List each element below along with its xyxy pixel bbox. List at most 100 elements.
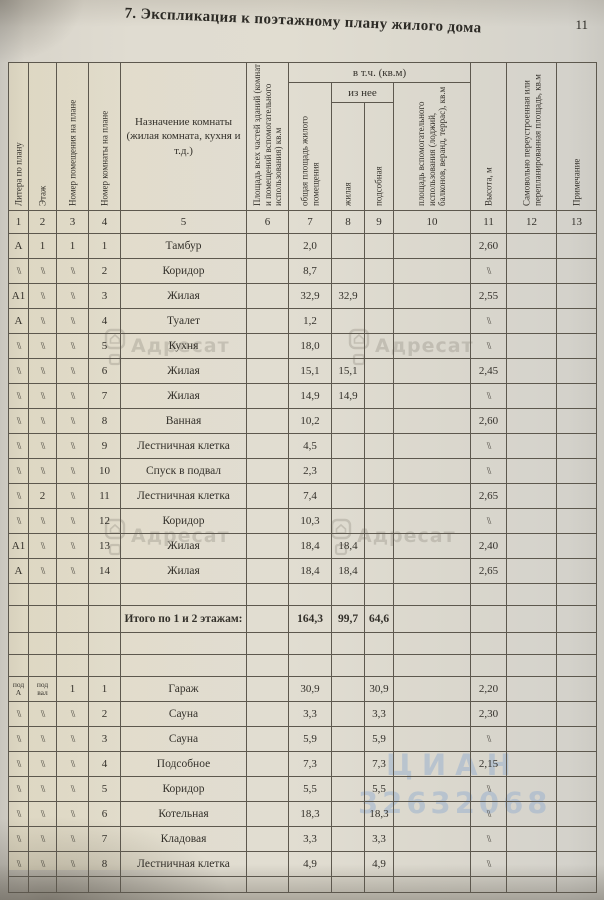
cell-col5: Жилая xyxy=(120,558,247,584)
cell-col7: 14,9 xyxy=(288,383,332,409)
table-row: \\ \\ \\ 8 Лестничная клетка 4,9 4,9 \\ xyxy=(8,851,598,877)
explication-table: Литера по плану Этаж Номер помещения на … xyxy=(8,62,598,893)
cell-col1: А1 xyxy=(8,283,29,309)
cell-col8 xyxy=(331,751,365,777)
cell-col10 xyxy=(392,726,472,752)
cell-col2: \\ xyxy=(28,533,57,559)
cell-col11: 2,45 xyxy=(470,358,508,384)
table-row: А1 \\ \\ 3 Жилая 32,9 32,9 2,55 xyxy=(8,283,598,309)
cell-col2: \\ xyxy=(28,333,57,359)
cell-col5: Лестничная клетка xyxy=(120,433,247,459)
cell-col12 xyxy=(506,751,558,777)
cell-col1: \\ xyxy=(8,508,29,534)
cell-col6 xyxy=(246,408,289,434)
column-number-cell: 2 xyxy=(28,210,57,234)
cell-col3: \\ xyxy=(56,408,89,434)
cell-col11: 2,60 xyxy=(470,408,508,434)
cell-col9 xyxy=(364,558,394,584)
cell-col2: \\ xyxy=(28,308,57,334)
cell-col13 xyxy=(556,308,598,334)
cell-col12 xyxy=(506,458,558,484)
cell-col3: 1 xyxy=(56,676,89,702)
cell-col9 xyxy=(364,458,394,484)
cell-col6 xyxy=(246,333,289,359)
cell-col3: \\ xyxy=(56,483,89,509)
cell-col13 xyxy=(556,358,598,384)
cell-col8: 18,4 xyxy=(331,533,365,559)
cell-col7: 4,9 xyxy=(288,851,332,877)
cell-col3: \\ xyxy=(56,258,89,284)
cell-col13 xyxy=(556,433,598,459)
cell-col3: \\ xyxy=(56,801,89,827)
cell-col9 xyxy=(364,533,394,559)
cell-col7: 7,3 xyxy=(288,751,332,777)
cell-col11: 2,55 xyxy=(470,283,508,309)
cell-col12 xyxy=(506,605,558,633)
cell-col9: 4,9 xyxy=(364,851,394,877)
cell-col10 xyxy=(392,654,472,677)
cell-col6 xyxy=(246,676,289,702)
cell-col2: \\ xyxy=(28,801,57,827)
column-number-cell: 10 xyxy=(392,210,472,234)
cell-col13 xyxy=(556,826,598,852)
cell-col5: Жилая xyxy=(120,358,247,384)
cell-col5: Коридор xyxy=(120,508,247,534)
cell-col4: 7 xyxy=(88,383,121,409)
cell-col2: \\ xyxy=(28,826,57,852)
cell-col3: \\ xyxy=(56,458,89,484)
cell-col10 xyxy=(392,558,472,584)
cell-col11: \\ xyxy=(470,258,508,284)
cell-col9: 18,3 xyxy=(364,801,394,827)
cell-col8: 14,9 xyxy=(331,383,365,409)
cell-col13 xyxy=(556,408,598,434)
cell-col7: 18,4 xyxy=(288,533,332,559)
cell-col8: 32,9 xyxy=(331,283,365,309)
cell-col4: 2 xyxy=(88,701,121,727)
cell-col9 xyxy=(364,308,394,334)
cell-col2: \\ xyxy=(28,751,57,777)
cell-col6 xyxy=(246,258,289,284)
cell-col5: Лестничная клетка xyxy=(120,483,247,509)
table-row: \\ \\ \\ 5 Коридор 5,5 5,5 \\ xyxy=(8,776,598,802)
cell-col9 xyxy=(364,632,394,655)
cell-col2 xyxy=(28,876,57,893)
cell-col12 xyxy=(506,383,558,409)
cell-col13 xyxy=(556,632,598,655)
cell-col8 xyxy=(331,876,365,893)
cell-col1 xyxy=(8,654,29,677)
cell-col6 xyxy=(246,508,289,534)
page-number: 11 xyxy=(575,17,588,32)
cell-col2: 1 xyxy=(28,233,57,259)
cell-col7: 5,9 xyxy=(288,726,332,752)
column-number-cell: 12 xyxy=(506,210,558,234)
cell-col12 xyxy=(506,558,558,584)
cell-col6 xyxy=(246,583,289,606)
cell-col10 xyxy=(392,826,472,852)
cell-col13 xyxy=(556,801,598,827)
cell-col6 xyxy=(246,632,289,655)
column-number-cell: 5 xyxy=(120,210,247,234)
cell-col9 xyxy=(364,433,394,459)
cell-col1: \\ xyxy=(8,726,29,752)
cell-col12 xyxy=(506,283,558,309)
cell-col7: 7,4 xyxy=(288,483,332,509)
cell-col3: \\ xyxy=(56,383,89,409)
cell-col1: А xyxy=(8,558,29,584)
cell-col10 xyxy=(392,676,472,702)
cell-col10 xyxy=(392,383,472,409)
cell-col8 xyxy=(331,801,365,827)
cell-col7: 8,7 xyxy=(288,258,332,284)
cell-col1: \\ xyxy=(8,851,29,877)
cell-col6 xyxy=(246,605,289,633)
cell-col8 xyxy=(331,258,365,284)
cell-col7: 164,3 xyxy=(288,605,332,633)
cell-col11: 2,65 xyxy=(470,483,508,509)
column-number-cell: 11 xyxy=(470,210,508,234)
cell-col12 xyxy=(506,233,558,259)
cell-col5 xyxy=(120,876,247,893)
cell-col11: \\ xyxy=(470,333,508,359)
cell-col5: Кладовая xyxy=(120,826,247,852)
cell-col5: Кухня xyxy=(120,333,247,359)
cell-col1 xyxy=(8,876,29,893)
cell-col6 xyxy=(246,233,289,259)
